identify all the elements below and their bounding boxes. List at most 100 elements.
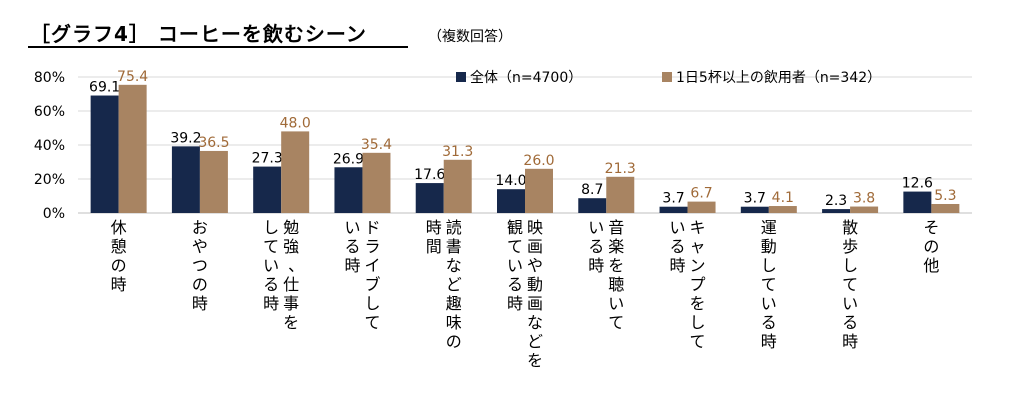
category-label-char: ャ [690, 237, 706, 256]
bar [822, 209, 851, 213]
data-label: 69.1 [89, 80, 120, 96]
category-label-char: い [670, 218, 686, 237]
bar [253, 166, 282, 213]
category-label-char: 時 [344, 256, 360, 275]
category-label-char: 他 [923, 256, 939, 275]
category-label-char: 楽 [608, 237, 624, 256]
category-label-char: 散 [842, 218, 858, 237]
bar [90, 95, 119, 213]
category-label-char: 音 [608, 218, 624, 237]
category-label-char: い [263, 256, 279, 275]
category-label-char: 趣 [446, 294, 462, 313]
category-label-char: て [263, 237, 279, 256]
category-label-char: ド [364, 218, 380, 237]
y-tick-label: 0% [43, 206, 65, 222]
bar [415, 183, 444, 213]
data-label: 35.4 [361, 137, 392, 153]
bar [443, 159, 472, 213]
category-label-char: い [507, 256, 523, 275]
category-label-char: い [842, 294, 858, 313]
data-label: 3.7 [662, 191, 684, 207]
category-label-char: 休 [111, 218, 127, 237]
y-tick-label: 40% [34, 138, 65, 154]
category-label-char: し [364, 294, 380, 313]
category-label-char: 画 [527, 237, 543, 256]
bar [171, 146, 200, 213]
category-label-char: の [923, 237, 939, 256]
category-label-char: し [842, 256, 858, 275]
legend-label: 1日5杯以上の飲用者（n=342） [676, 70, 881, 86]
category-label-char: る [263, 275, 279, 294]
category-label-char: 時 [263, 294, 279, 313]
category-label-char: 動 [527, 275, 543, 294]
category-label-char: ラ [364, 237, 380, 256]
category-label-char: る [588, 237, 604, 256]
category-label-char: 時 [842, 332, 858, 351]
category-label-char: て [761, 275, 777, 294]
category-label-char: 読 [446, 218, 462, 237]
category-label-char: る [344, 237, 360, 256]
category-label-char: る [761, 313, 777, 332]
data-label: 75.4 [117, 69, 148, 85]
category-label-char: ブ [364, 275, 380, 294]
data-label: 39.2 [170, 130, 201, 146]
category-label-char: 時 [192, 294, 208, 313]
bar [497, 189, 525, 213]
bar [903, 191, 932, 213]
category-label-char: の [192, 275, 208, 294]
category-label-char: 勉 [283, 218, 299, 237]
data-label: 26.9 [333, 151, 364, 167]
data-label: 48.0 [280, 115, 311, 131]
category-label-char: る [842, 313, 858, 332]
category-label-char: 事 [283, 294, 299, 313]
category-label-char: ど [527, 332, 543, 351]
category-label-char: ン [690, 256, 706, 275]
category-label-char: 歩 [842, 237, 858, 256]
bar [578, 198, 607, 213]
legend-swatch [456, 72, 466, 82]
category-label-char: 観 [507, 218, 523, 237]
bar [118, 84, 147, 213]
category-label-char: て [842, 275, 858, 294]
category-label-char: 画 [527, 294, 543, 313]
data-label: 5.3 [934, 188, 956, 204]
category-label-char: ど [446, 275, 462, 294]
category-label-char: を [608, 256, 624, 275]
category-label-char: や [192, 237, 208, 256]
category-label-char: お [192, 218, 208, 237]
category-label-char: て [507, 237, 523, 256]
category-label-char: 聴 [608, 275, 624, 294]
bar [768, 206, 797, 213]
chart-title: ［グラフ4］ コーヒーを飲むシーン [30, 22, 367, 46]
category-label-char: い [588, 218, 604, 237]
bar [687, 201, 716, 213]
y-tick-label: 60% [34, 104, 65, 120]
data-label: 3.7 [744, 191, 766, 207]
bar [281, 131, 310, 213]
category-label-char: い [608, 294, 624, 313]
category-label-char: 間 [426, 237, 442, 256]
data-label: 27.3 [252, 151, 283, 167]
category-label-char: し [690, 313, 706, 332]
data-label: 2.3 [825, 193, 847, 209]
bar [740, 206, 769, 213]
category-label-char: 憩 [111, 237, 127, 256]
category-label-char: 運 [761, 218, 777, 237]
data-label: 21.3 [605, 161, 636, 177]
category-label-char: し [263, 218, 279, 237]
category-label-char: 動 [761, 237, 777, 256]
bar [659, 206, 688, 213]
category-label-char: い [761, 294, 777, 313]
category-label-char: を [690, 294, 706, 313]
category-label-char: い [344, 218, 360, 237]
data-label: 4.1 [772, 190, 794, 206]
category-label-char: キ [690, 218, 706, 237]
category-label-char: を [527, 351, 543, 370]
data-label: 14.0 [495, 173, 526, 189]
category-label-char: を [283, 313, 299, 332]
data-label: 12.6 [902, 176, 933, 192]
bar [334, 167, 363, 213]
bar [850, 206, 879, 213]
